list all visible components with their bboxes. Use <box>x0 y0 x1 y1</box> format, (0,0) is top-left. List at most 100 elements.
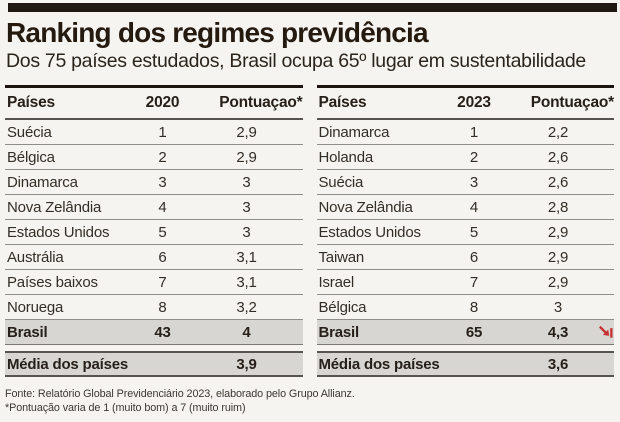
col-header-year-2020: 2020 <box>134 86 191 120</box>
average-score: 3,9 <box>236 355 257 373</box>
score-cell: 2,2 <box>502 119 614 145</box>
page-title: Ranking dos regimes previdência <box>6 17 429 48</box>
score-cell: 2,6 <box>502 144 614 170</box>
country-cell: Suécia <box>316 169 446 195</box>
table-row: Suécia 3 2,6 <box>316 169 614 195</box>
rank-cell: 3 <box>134 169 191 195</box>
table-row: Suécia 1 2,9 <box>5 119 303 145</box>
footer: Fonte: Relatório Global Previdenciário 2… <box>5 388 620 415</box>
country-cell: Holanda <box>316 144 446 170</box>
score-cell: 2,9 <box>502 244 614 270</box>
table-row: Nova Zelândia 4 2,8 <box>316 194 614 220</box>
header-row: Países 2020 Pontuaçao* <box>5 86 303 120</box>
table-row: Estados Unidos 5 2,9 <box>316 219 614 245</box>
brasil-score-value: 4,3 <box>547 323 569 341</box>
score-cell: 3,1 <box>190 244 303 270</box>
country-cell: Noruega <box>5 294 135 320</box>
country-cell: Nova Zelândia <box>5 194 135 220</box>
country-cell: Dinamarca <box>5 169 135 195</box>
rank-cell: 1 <box>446 119 502 145</box>
rank-cell: 43 <box>134 319 191 345</box>
top-rule <box>8 3 617 12</box>
rank-cell: 7 <box>134 269 191 295</box>
header-row: Países 2023 Pontuaçao* <box>316 86 614 120</box>
score-cell: 3 <box>502 294 614 320</box>
source-line: Fonte: Relatório Global Previdenciário 2… <box>5 388 355 400</box>
table-row: Países baixos 7 3,1 <box>5 269 303 295</box>
table-row: Dinamarca 3 3 <box>5 169 303 195</box>
table-row: Nova Zelândia 4 3 <box>5 194 303 220</box>
score-cell: 3 <box>190 194 303 220</box>
country-cell: Dinamarca <box>316 119 446 145</box>
country-cell: Brasil <box>5 319 135 345</box>
score-cell: 2,6 <box>502 169 614 195</box>
rank-cell: 5 <box>446 219 502 245</box>
table-row: Bélgica 2 2,9 <box>5 144 303 170</box>
page-subtitle: Dos 75 países estudados, Brasil ocupa 65… <box>6 50 586 72</box>
country-cell: Estados Unidos <box>316 219 446 245</box>
table-2023: Países 2023 Pontuaçao* Dinamarca 1 2,2 H… <box>316 85 614 377</box>
table-row: Austrália 6 3,1 <box>5 244 303 270</box>
rank-cell: 1 <box>134 119 191 145</box>
rank-cell: 7 <box>446 269 502 295</box>
country-cell: Austrália <box>5 244 135 270</box>
rank-cell: 2 <box>134 144 191 170</box>
col-header-countries: Países <box>316 86 446 120</box>
rank-cell: 8 <box>134 294 191 320</box>
col-header-countries: Países <box>5 86 135 120</box>
table-row: Israel 7 2,9 <box>316 269 614 295</box>
average-row: Média dos países 3,6 <box>316 351 614 377</box>
ranking-table-2020: Países 2020 Pontuaçao* Suécia 1 2,9 Bélg… <box>5 85 303 345</box>
table-row: Noruega 8 3,2 <box>5 294 303 320</box>
table-row: Holanda 2 2,6 <box>316 144 614 170</box>
score-cell: 2,9 <box>190 119 303 145</box>
table-row: Dinamarca 1 2,2 <box>316 119 614 145</box>
table-row: Taiwan 6 2,9 <box>316 244 614 270</box>
score-cell: 3 <box>190 169 303 195</box>
tables-container: Países 2020 Pontuaçao* Suécia 1 2,9 Bélg… <box>5 85 614 377</box>
table-row: Bélgica 8 3 <box>316 294 614 320</box>
score-cell: 2,9 <box>502 219 614 245</box>
score-cell: 4,3 <box>502 319 614 345</box>
table-row: Estados Unidos 5 3 <box>5 219 303 245</box>
score-cell: 4 <box>190 319 303 345</box>
decline-arrow-icon <box>598 325 613 339</box>
country-cell: Taiwan <box>316 244 446 270</box>
country-cell: Nova Zelândia <box>316 194 446 220</box>
ranking-table-2023: Países 2023 Pontuaçao* Dinamarca 1 2,2 H… <box>316 85 614 345</box>
score-cell: 2,8 <box>502 194 614 220</box>
footnote-line: *Pontuação varia de 1 (muito bom) a 7 (m… <box>5 401 246 414</box>
country-cell: Israel <box>316 269 446 295</box>
score-cell: 3 <box>190 219 303 245</box>
rank-cell: 6 <box>134 244 191 270</box>
rank-cell: 6 <box>446 244 502 270</box>
country-cell: Brasil <box>316 319 446 345</box>
average-label: Média dos países <box>318 355 440 373</box>
average-score: 3,6 <box>547 355 569 373</box>
country-cell: Bélgica <box>316 294 446 320</box>
score-cell: 2,9 <box>190 144 303 170</box>
col-header-score: Pontuaçao* <box>502 86 614 120</box>
rank-cell: 5 <box>134 219 191 245</box>
country-cell: Países baixos <box>5 269 135 295</box>
score-cell: 3,2 <box>190 294 303 320</box>
brasil-highlight-row: Brasil 43 4 <box>5 319 303 345</box>
average-label: Média dos países <box>7 355 129 373</box>
rank-cell: 2 <box>446 144 502 170</box>
country-cell: Bélgica <box>5 144 135 170</box>
score-cell: 3,1 <box>190 269 303 295</box>
rank-cell: 4 <box>446 194 502 220</box>
col-header-year-2023: 2023 <box>446 86 502 120</box>
rank-cell: 4 <box>134 194 191 220</box>
col-header-score: Pontuaçao* <box>190 86 303 120</box>
average-row: Média dos países 3,9 <box>5 351 303 377</box>
score-cell: 2,9 <box>502 269 614 295</box>
table-2020: Países 2020 Pontuaçao* Suécia 1 2,9 Bélg… <box>5 85 303 377</box>
country-cell: Estados Unidos <box>5 219 135 245</box>
rank-cell: 65 <box>446 319 502 345</box>
rank-cell: 8 <box>446 294 502 320</box>
rank-cell: 3 <box>446 169 502 195</box>
country-cell: Suécia <box>5 119 135 145</box>
brasil-highlight-row: Brasil 65 4,3 <box>316 319 614 345</box>
